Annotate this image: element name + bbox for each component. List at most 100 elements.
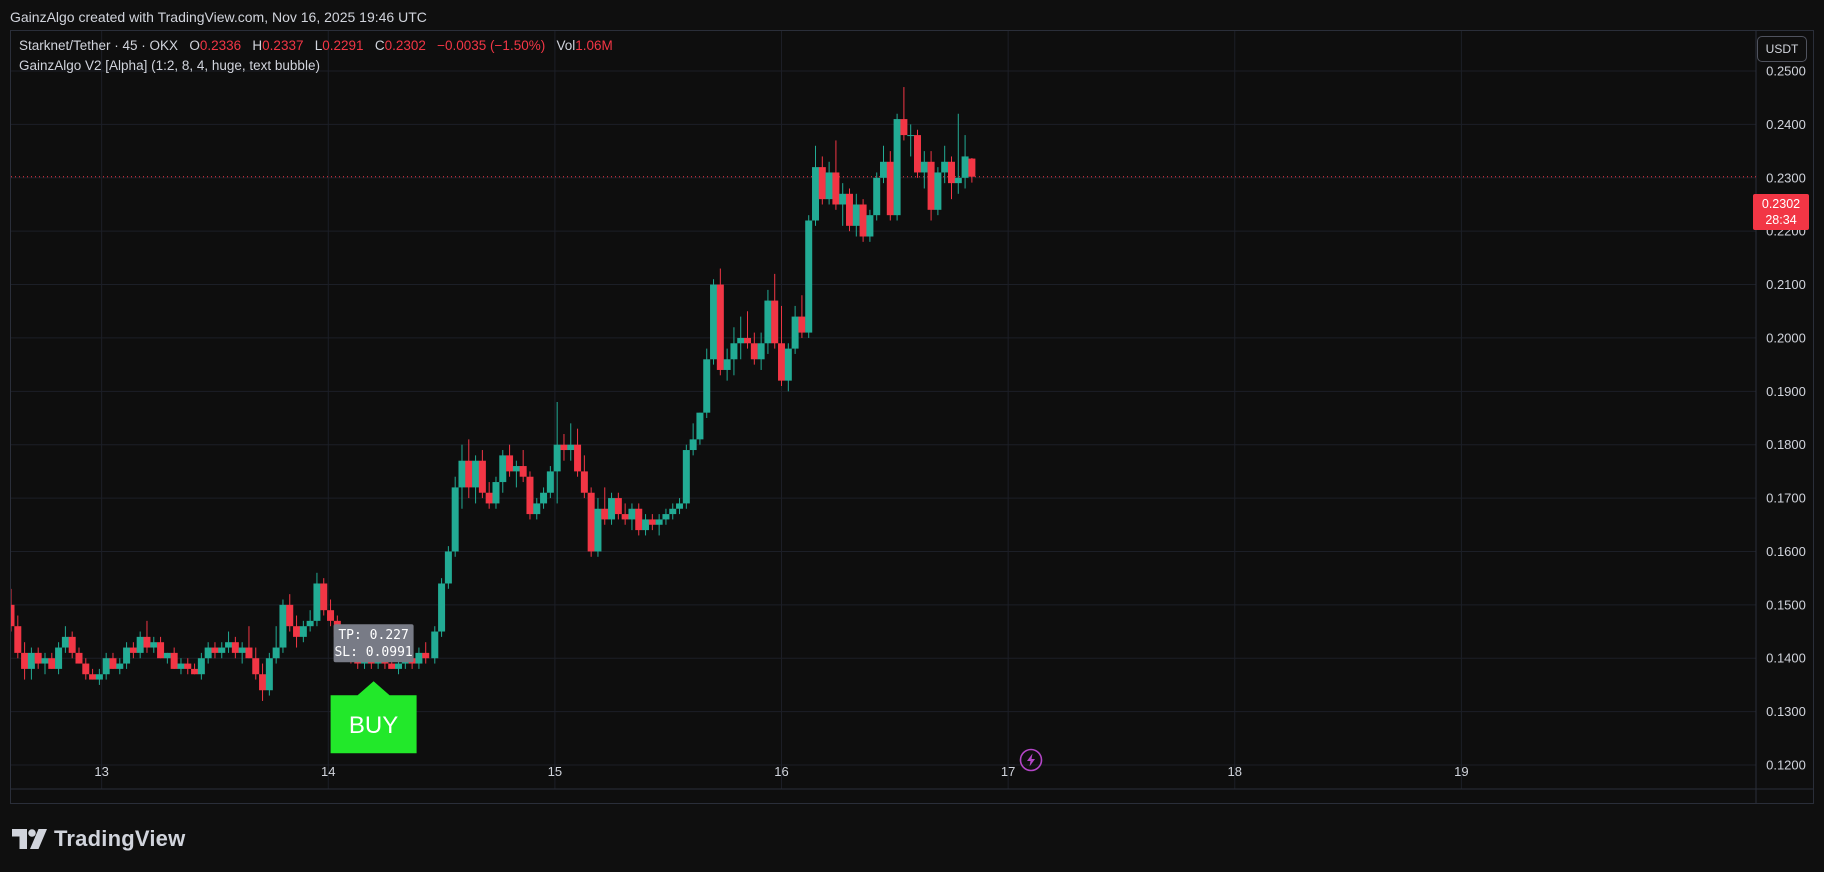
candle-body — [893, 119, 901, 216]
indicator-legend[interactable]: GainzAlgo V2 [Alpha] (1:2, 8, 4, huge, t… — [19, 58, 320, 73]
tradingview-logo[interactable]: TradingView — [12, 826, 185, 852]
price-tick-label: 0.1800 — [1766, 437, 1806, 452]
candle-body — [771, 300, 779, 344]
candle-body — [682, 450, 690, 504]
candle — [197, 652, 205, 680]
low-label: L — [314, 38, 323, 53]
buy-signal-marker — [330, 681, 417, 754]
candle-body — [265, 658, 273, 691]
candle — [526, 471, 534, 520]
candle-body — [519, 466, 527, 477]
candle-body — [900, 119, 908, 136]
close-value: 0.2302 — [384, 38, 426, 53]
candle — [320, 578, 328, 616]
lightning-icon[interactable] — [1019, 748, 1043, 772]
ohlc-legend: Starknet/Tether · 45 · OKX O0.2336 H0.23… — [19, 38, 613, 53]
candle — [886, 151, 894, 221]
candle — [716, 268, 724, 376]
candle-body — [574, 444, 582, 472]
candle — [961, 135, 969, 189]
price-chart[interactable]: 0.1200 0.1300 0.1400 0.1500 0.1600 0.1700 0.18… — [11, 31, 1813, 803]
candle-body — [451, 487, 459, 552]
candle — [546, 466, 554, 499]
candle-body — [431, 631, 439, 659]
candle-body — [177, 663, 185, 669]
candle — [757, 332, 765, 370]
candle-body — [628, 508, 636, 520]
candle-body — [225, 642, 233, 648]
candle — [306, 610, 314, 632]
stop-loss-label: SL: 0.0991 — [334, 645, 412, 660]
candle-body — [41, 658, 49, 664]
candle-body — [954, 177, 962, 184]
candle — [458, 444, 466, 509]
currency-button[interactable]: USDT — [1757, 36, 1807, 62]
candle-body — [608, 498, 616, 520]
candle — [812, 145, 820, 226]
candle-body — [279, 604, 287, 648]
price-tick-label: 0.1500 — [1766, 597, 1806, 612]
candle-body — [941, 161, 949, 173]
candle — [68, 631, 76, 659]
candle — [492, 476, 500, 509]
candle-body — [422, 652, 430, 659]
candle — [737, 316, 745, 360]
time-tick-label: 16 — [774, 764, 788, 779]
price-tick-label: 0.1300 — [1766, 704, 1806, 719]
candle — [784, 343, 792, 392]
candle-body — [27, 652, 35, 669]
candle-body — [567, 444, 575, 451]
candle-body — [676, 503, 684, 509]
candle-body — [231, 642, 239, 653]
candle — [628, 503, 636, 531]
candle-body — [757, 343, 765, 360]
candle-body — [614, 498, 622, 515]
candle — [669, 503, 677, 520]
candle-body — [594, 508, 602, 552]
candle — [143, 620, 151, 653]
candle — [880, 145, 887, 184]
candle-body — [170, 652, 178, 669]
candle — [540, 487, 548, 509]
candle — [109, 652, 117, 669]
candle-body — [825, 172, 833, 200]
candle-body — [415, 652, 423, 664]
candle-body — [136, 636, 144, 653]
candle — [279, 599, 287, 653]
candle-body — [116, 663, 124, 669]
candle — [723, 348, 731, 381]
candle-body — [143, 636, 151, 648]
candle — [594, 498, 602, 557]
candle — [485, 482, 493, 509]
candle — [913, 129, 921, 178]
candle-body — [499, 455, 507, 483]
last-price-tag: 0.2302 28:34 — [1753, 194, 1809, 230]
candle — [900, 87, 908, 141]
candle-body — [839, 193, 847, 205]
candle-body — [737, 337, 745, 344]
candle — [846, 188, 854, 232]
candle — [512, 460, 520, 488]
candle-body — [635, 508, 643, 531]
candle — [11, 588, 15, 632]
symbol-label[interactable]: Starknet/Tether · 45 · OKX — [19, 38, 179, 53]
candle — [286, 594, 294, 632]
candle-body — [211, 647, 219, 653]
candle-body — [907, 135, 915, 137]
candle — [170, 647, 178, 669]
candle — [927, 151, 935, 221]
candle-body — [791, 316, 799, 349]
take-profit-label: TP: 0.227 — [338, 628, 408, 643]
candle — [327, 599, 335, 627]
candle — [75, 647, 83, 664]
candle — [968, 158, 976, 183]
tradingview-wordmark: TradingView — [54, 826, 186, 851]
candle-body — [306, 620, 314, 627]
candle-body — [750, 343, 758, 360]
candle — [805, 215, 813, 338]
candle-body — [587, 492, 595, 552]
candle — [299, 620, 307, 643]
candle — [662, 508, 670, 525]
candle-body — [458, 460, 466, 488]
candle — [41, 652, 49, 675]
